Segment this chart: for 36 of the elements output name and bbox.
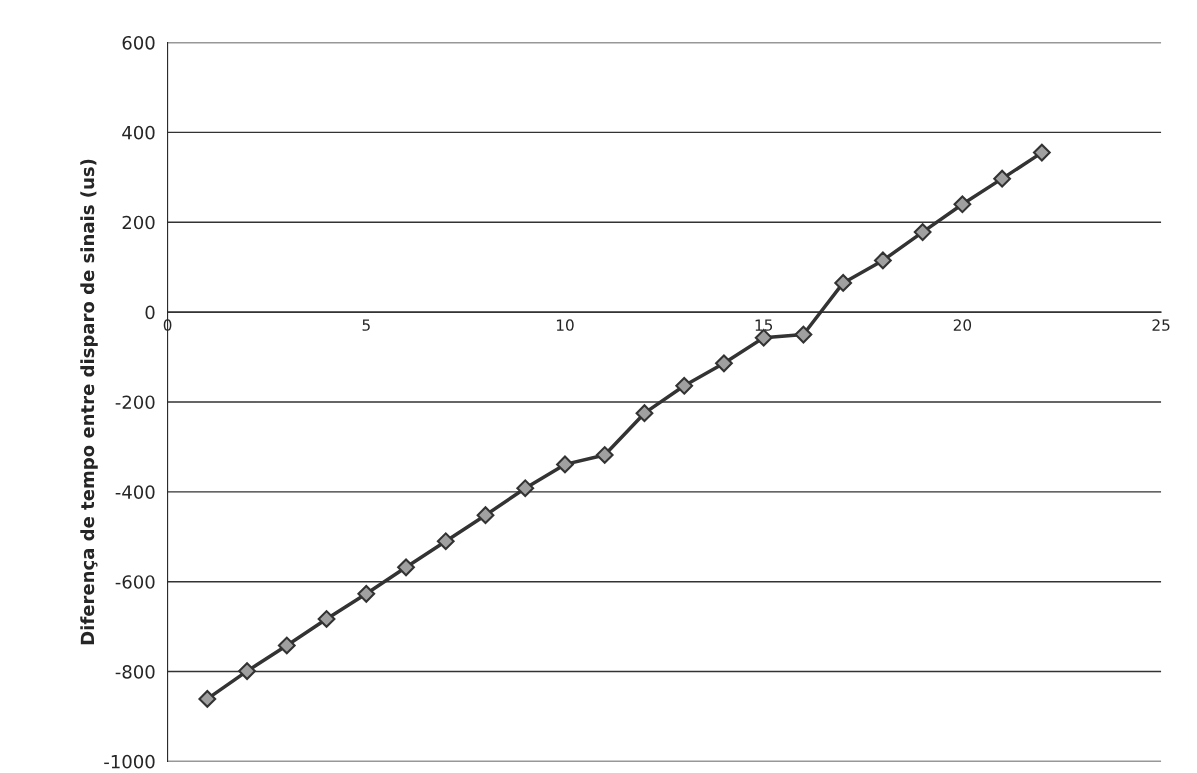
y-tick-label: -400	[115, 485, 155, 499]
point	[516, 479, 535, 498]
point	[1032, 143, 1051, 162]
point	[834, 274, 853, 292]
y-tick-label: -200	[115, 395, 155, 410]
point	[595, 446, 614, 464]
point	[397, 558, 415, 577]
point	[436, 532, 455, 551]
point	[794, 325, 813, 344]
point	[277, 636, 296, 655]
x-tick-label: 15	[755, 319, 773, 331]
y-tick-label: 600	[122, 35, 155, 50]
point	[357, 584, 376, 603]
y-tick-label: 200	[122, 215, 155, 230]
point	[715, 354, 733, 373]
point	[874, 251, 892, 270]
point	[476, 506, 495, 525]
point	[238, 662, 256, 680]
point	[953, 195, 972, 214]
y-tick-label: -1000	[104, 754, 155, 769]
point	[913, 223, 932, 242]
y-tick-label: 400	[122, 125, 155, 140]
x-tick-label: 10	[556, 319, 574, 331]
x-tick-label: 20	[953, 319, 972, 331]
point	[635, 404, 654, 423]
point	[556, 455, 574, 474]
x-tick-label: 5	[362, 319, 370, 331]
y-tick-label: 0	[145, 305, 155, 320]
y-axis-title: Diferença de tempo entre disparo de sinais (us)	[80, 159, 98, 645]
point	[993, 169, 1012, 188]
y-tick-label: -800	[115, 665, 155, 679]
point	[675, 376, 694, 395]
point	[317, 610, 336, 628]
point	[198, 690, 217, 708]
x-tick-label: 25	[1152, 319, 1170, 331]
y-tick-label: -600	[115, 575, 155, 589]
